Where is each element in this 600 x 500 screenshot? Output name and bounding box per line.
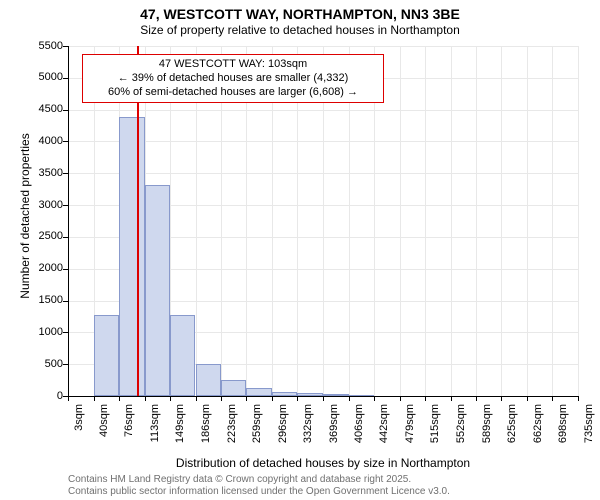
x-tick-label: 515sqm bbox=[429, 404, 441, 452]
x-tick-label: 589sqm bbox=[481, 404, 493, 452]
x-tick-label: 3sqm bbox=[73, 404, 85, 452]
x-tick-label: 479sqm bbox=[404, 404, 416, 452]
x-tick-label: 40sqm bbox=[98, 404, 110, 452]
annotation-line3: 60% of semi-detached houses are larger (… bbox=[89, 86, 377, 100]
chart-container: { "title": "47, WESTCOTT WAY, NORTHAMPTO… bbox=[0, 0, 600, 500]
x-tick-label: 332sqm bbox=[302, 404, 314, 452]
x-tick-label: 662sqm bbox=[532, 404, 544, 452]
x-tick-label: 186sqm bbox=[200, 404, 212, 452]
y-tick-label: 500 bbox=[23, 358, 63, 370]
x-tick-label: 735sqm bbox=[583, 404, 595, 452]
x-tick-label: 76sqm bbox=[123, 404, 135, 452]
x-tick-label: 625sqm bbox=[506, 404, 518, 452]
x-tick-label: 442sqm bbox=[378, 404, 390, 452]
histogram-bar bbox=[221, 380, 246, 396]
annotation-line1: 47 WESTCOTT WAY: 103sqm bbox=[89, 58, 377, 72]
y-tick-label: 5000 bbox=[23, 71, 63, 83]
y-tick-label: 4500 bbox=[23, 103, 63, 115]
x-tick-label: 149sqm bbox=[174, 404, 186, 452]
footer-attribution: Contains HM Land Registry data © Crown c… bbox=[68, 474, 450, 498]
histogram-bar bbox=[246, 388, 272, 396]
x-tick-label: 259sqm bbox=[251, 404, 263, 452]
chart-subtitle: Size of property relative to detached ho… bbox=[0, 23, 600, 37]
y-tick-label: 0 bbox=[23, 390, 63, 402]
annotation-box: 47 WESTCOTT WAY: 103sqm ← 39% of detache… bbox=[82, 54, 384, 103]
x-tick-label: 552sqm bbox=[455, 404, 467, 452]
x-tick-label: 698sqm bbox=[557, 404, 569, 452]
x-tick-label: 406sqm bbox=[353, 404, 365, 452]
chart-title: 47, WESTCOTT WAY, NORTHAMPTON, NN3 3BE bbox=[0, 0, 600, 23]
footer-line1: Contains HM Land Registry data © Crown c… bbox=[68, 474, 450, 486]
histogram-bar bbox=[196, 364, 222, 396]
histogram-bar bbox=[145, 185, 170, 396]
histogram-bar bbox=[119, 117, 145, 396]
x-tick-label: 296sqm bbox=[277, 404, 289, 452]
x-tick-label: 113sqm bbox=[149, 404, 161, 452]
y-axis-label: Number of detached properties bbox=[18, 116, 32, 316]
footer-line2: Contains public sector information licen… bbox=[68, 486, 450, 498]
histogram-bar bbox=[170, 315, 196, 396]
histogram-bar bbox=[94, 315, 119, 396]
x-tick-label: 369sqm bbox=[328, 404, 340, 452]
y-tick-label: 5500 bbox=[23, 40, 63, 52]
annotation-line2: ← 39% of detached houses are smaller (4,… bbox=[89, 72, 377, 86]
x-axis-label: Distribution of detached houses by size … bbox=[68, 456, 578, 470]
y-tick-label: 1000 bbox=[23, 326, 63, 338]
x-tick-label: 223sqm bbox=[226, 404, 238, 452]
